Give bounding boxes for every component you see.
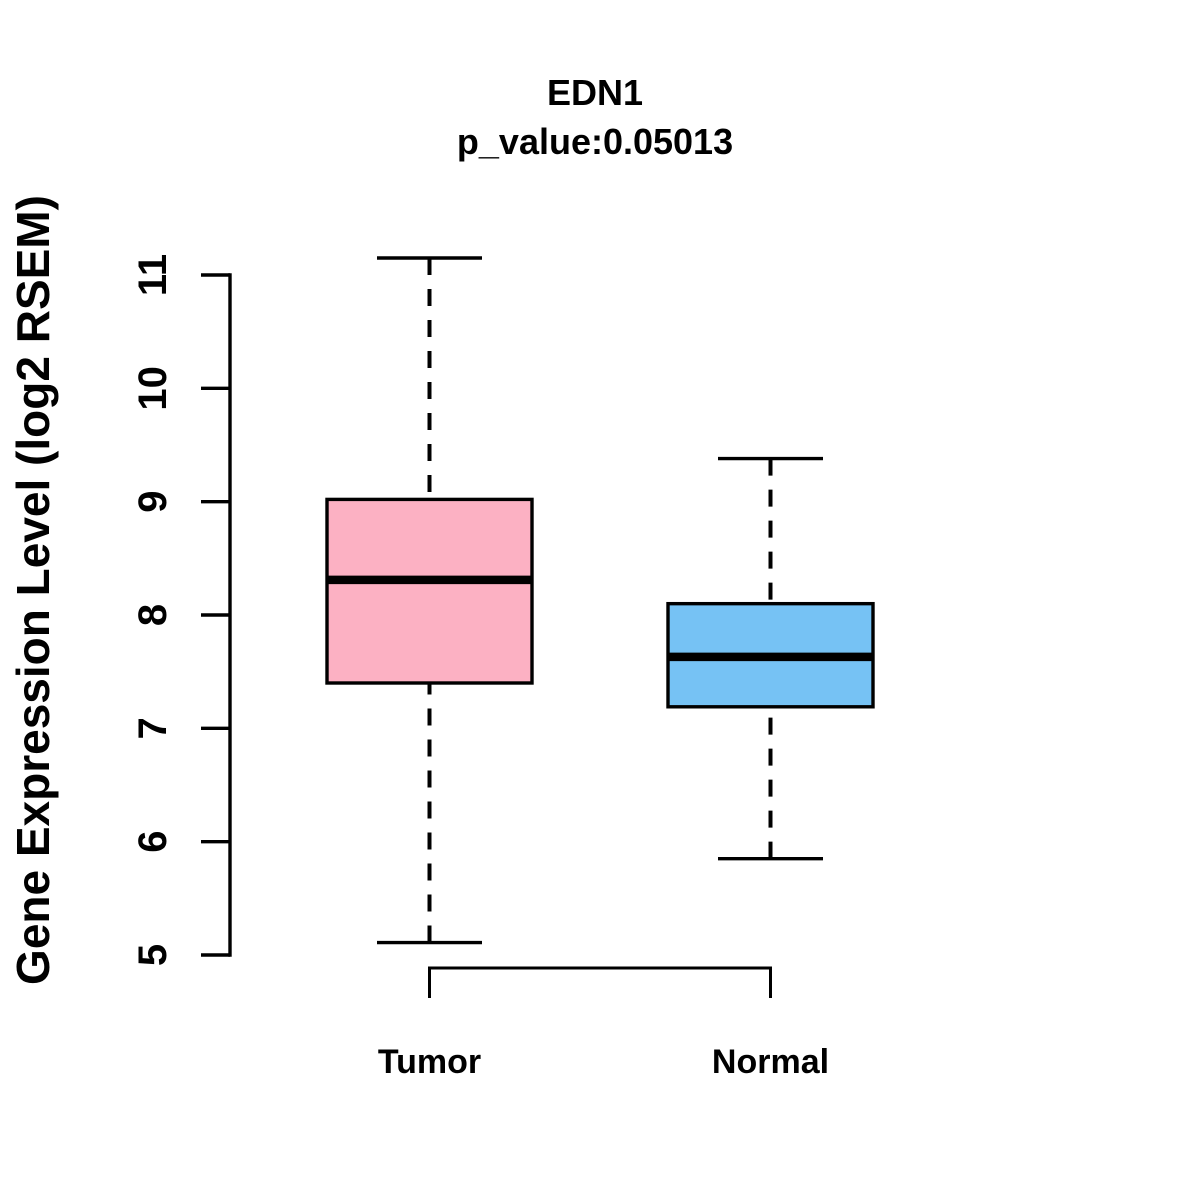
chart-title-block: EDN1 p_value:0.05013 <box>457 68 733 166</box>
y-axis-tick-label: 10 <box>131 366 175 411</box>
box-tumor <box>325 497 534 685</box>
y-axis-tick-label: 9 <box>131 491 175 513</box>
category-label-normal: Normal <box>712 1043 829 1081</box>
comparison-bracket <box>428 966 772 998</box>
y-axis-tick-label: 6 <box>131 831 175 853</box>
category-label-tumor: Tumor <box>378 1043 481 1081</box>
y-axis-tick-label: 7 <box>131 717 175 739</box>
chart-title: EDN1 <box>546 72 644 113</box>
y-axis-tick-label: 11 <box>131 254 175 296</box>
y-axis-tick-label: 8 <box>131 604 175 626</box>
y-axis-tick-label: 5 <box>131 944 175 966</box>
chart-pvalue-subtitle: p_value:0.05013 <box>456 121 734 162</box>
